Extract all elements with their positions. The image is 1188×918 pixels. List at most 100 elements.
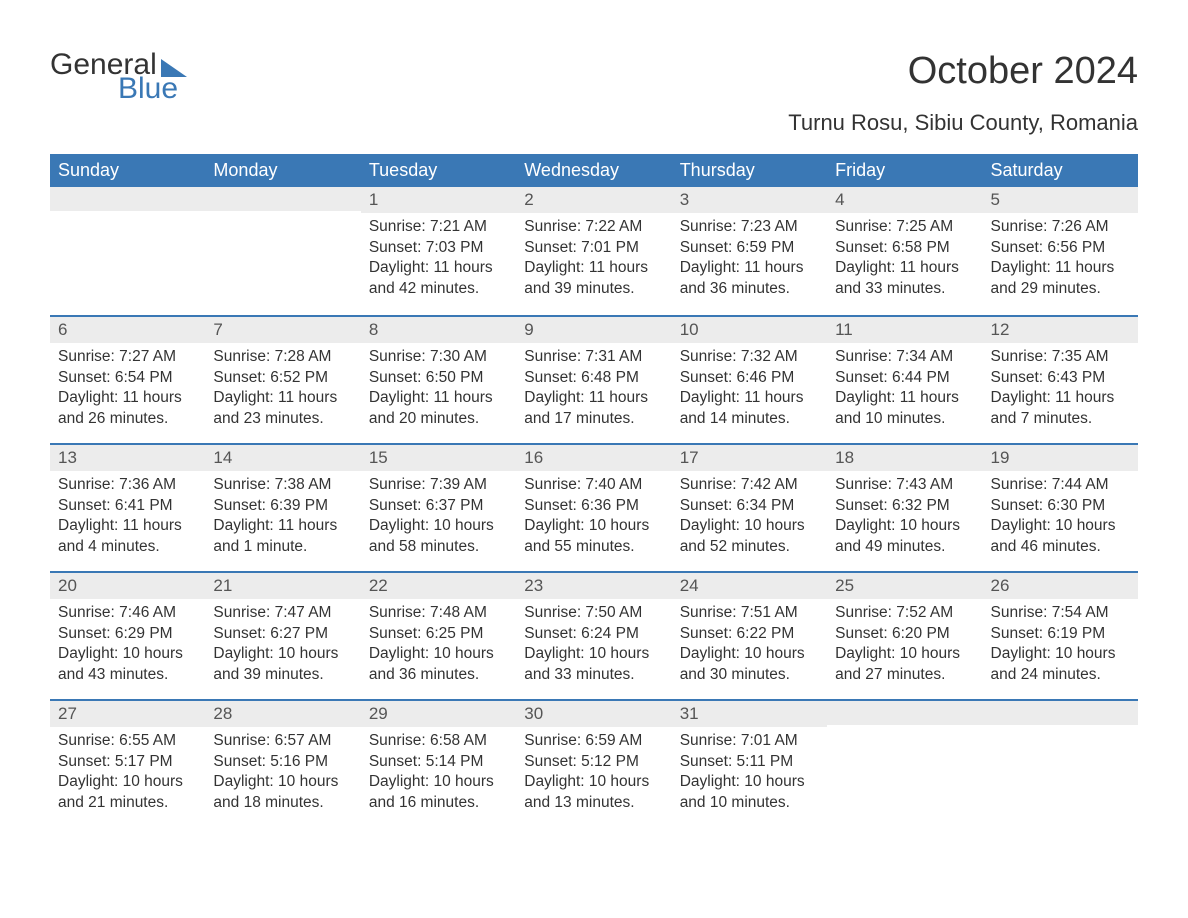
daylight-line2: and 10 minutes.	[835, 409, 974, 429]
day-cell: 8Sunrise: 7:30 AMSunset: 6:50 PMDaylight…	[361, 317, 516, 443]
daylight-line1: Daylight: 10 hours	[369, 644, 508, 664]
sunset-text: Sunset: 6:37 PM	[369, 496, 508, 516]
day-cell: 4Sunrise: 7:25 AMSunset: 6:58 PMDaylight…	[827, 187, 982, 315]
sunset-text: Sunset: 6:59 PM	[680, 238, 819, 258]
daylight-line1: Daylight: 11 hours	[58, 516, 197, 536]
day-number: 19	[983, 445, 1138, 471]
day-body: Sunrise: 7:27 AMSunset: 6:54 PMDaylight:…	[50, 347, 205, 429]
sunset-text: Sunset: 7:01 PM	[524, 238, 663, 258]
daylight-line2: and 17 minutes.	[524, 409, 663, 429]
daylight-line2: and 4 minutes.	[58, 537, 197, 557]
sunrise-text: Sunrise: 7:01 AM	[680, 731, 819, 751]
day-cell	[983, 701, 1138, 827]
day-body: Sunrise: 7:42 AMSunset: 6:34 PMDaylight:…	[672, 475, 827, 557]
daylight-line2: and 29 minutes.	[991, 279, 1130, 299]
sunset-text: Sunset: 6:25 PM	[369, 624, 508, 644]
dow-saturday: Saturday	[983, 154, 1138, 187]
sunrise-text: Sunrise: 7:38 AM	[213, 475, 352, 495]
day-cell: 21Sunrise: 7:47 AMSunset: 6:27 PMDayligh…	[205, 573, 360, 699]
dow-tuesday: Tuesday	[361, 154, 516, 187]
sunset-text: Sunset: 6:30 PM	[991, 496, 1130, 516]
daylight-line1: Daylight: 10 hours	[680, 644, 819, 664]
daylight-line2: and 24 minutes.	[991, 665, 1130, 685]
sunset-text: Sunset: 6:58 PM	[835, 238, 974, 258]
dow-thursday: Thursday	[672, 154, 827, 187]
daylight-line1: Daylight: 10 hours	[524, 644, 663, 664]
day-body: Sunrise: 7:54 AMSunset: 6:19 PMDaylight:…	[983, 603, 1138, 685]
week-row: 27Sunrise: 6:55 AMSunset: 5:17 PMDayligh…	[50, 699, 1138, 827]
day-cell: 7Sunrise: 7:28 AMSunset: 6:52 PMDaylight…	[205, 317, 360, 443]
daylight-line2: and 20 minutes.	[369, 409, 508, 429]
daylight-line1: Daylight: 10 hours	[524, 516, 663, 536]
day-body: Sunrise: 7:26 AMSunset: 6:56 PMDaylight:…	[983, 217, 1138, 299]
sunset-text: Sunset: 5:14 PM	[369, 752, 508, 772]
dow-sunday: Sunday	[50, 154, 205, 187]
sunrise-text: Sunrise: 7:42 AM	[680, 475, 819, 495]
sunrise-text: Sunrise: 6:59 AM	[524, 731, 663, 751]
daylight-line1: Daylight: 10 hours	[213, 772, 352, 792]
day-cell: 2Sunrise: 7:22 AMSunset: 7:01 PMDaylight…	[516, 187, 671, 315]
day-cell: 10Sunrise: 7:32 AMSunset: 6:46 PMDayligh…	[672, 317, 827, 443]
sunrise-text: Sunrise: 7:28 AM	[213, 347, 352, 367]
sunset-text: Sunset: 6:43 PM	[991, 368, 1130, 388]
day-body: Sunrise: 7:39 AMSunset: 6:37 PMDaylight:…	[361, 475, 516, 557]
daylight-line1: Daylight: 11 hours	[991, 388, 1130, 408]
day-cell: 22Sunrise: 7:48 AMSunset: 6:25 PMDayligh…	[361, 573, 516, 699]
daylight-line2: and 7 minutes.	[991, 409, 1130, 429]
day-number: 6	[50, 317, 205, 343]
sunrise-text: Sunrise: 7:51 AM	[680, 603, 819, 623]
page-title: October 2024	[908, 50, 1138, 93]
day-number: 31	[672, 701, 827, 727]
day-cell: 9 Sunrise: 7:31 AMSunset: 6:48 PMDaylight…	[516, 317, 671, 443]
daylight-line1: Daylight: 10 hours	[991, 644, 1130, 664]
day-body: Sunrise: 7:31 AMSunset: 6:48 PMDaylight:…	[516, 347, 671, 429]
day-cell: 14Sunrise: 7:38 AMSunset: 6:39 PMDayligh…	[205, 445, 360, 571]
daylight-line1: Daylight: 11 hours	[680, 258, 819, 278]
brand-word2: Blue	[118, 74, 178, 104]
sunrise-text: Sunrise: 7:35 AM	[991, 347, 1130, 367]
daylight-line2: and 33 minutes.	[835, 279, 974, 299]
day-number: 9	[516, 317, 671, 343]
sunrise-text: Sunrise: 7:27 AM	[58, 347, 197, 367]
day-number: 25	[827, 573, 982, 599]
daylight-line1: Daylight: 10 hours	[524, 772, 663, 792]
day-cell: 3Sunrise: 7:23 AMSunset: 6:59 PMDaylight…	[672, 187, 827, 315]
day-body: Sunrise: 7:22 AMSunset: 7:01 PMDaylight:…	[516, 217, 671, 299]
sunrise-text: Sunrise: 6:57 AM	[213, 731, 352, 751]
sunrise-text: Sunrise: 7:21 AM	[369, 217, 508, 237]
week-row: 1Sunrise: 7:21 AMSunset: 7:03 PMDaylight…	[50, 187, 1138, 315]
daylight-line2: and 46 minutes.	[991, 537, 1130, 557]
day-body: Sunrise: 7:46 AMSunset: 6:29 PMDaylight:…	[50, 603, 205, 685]
day-cell: 20Sunrise: 7:46 AMSunset: 6:29 PMDayligh…	[50, 573, 205, 699]
day-number: 23	[516, 573, 671, 599]
day-number	[827, 701, 982, 725]
sunrise-text: Sunrise: 7:43 AM	[835, 475, 974, 495]
day-body: Sunrise: 7:44 AMSunset: 6:30 PMDaylight:…	[983, 475, 1138, 557]
day-number: 5	[983, 187, 1138, 213]
day-cell: 24Sunrise: 7:51 AMSunset: 6:22 PMDayligh…	[672, 573, 827, 699]
sunset-text: Sunset: 6:52 PM	[213, 368, 352, 388]
day-cell	[827, 701, 982, 827]
day-cell: 31Sunrise: 7:01 AMSunset: 5:11 PMDayligh…	[672, 701, 827, 827]
day-cell: 23Sunrise: 7:50 AMSunset: 6:24 PMDayligh…	[516, 573, 671, 699]
day-body: Sunrise: 7:40 AMSunset: 6:36 PMDaylight:…	[516, 475, 671, 557]
dow-wednesday: Wednesday	[516, 154, 671, 187]
day-number: 18	[827, 445, 982, 471]
daylight-line2: and 23 minutes.	[213, 409, 352, 429]
sunset-text: Sunset: 6:54 PM	[58, 368, 197, 388]
day-number: 17	[672, 445, 827, 471]
sunset-text: Sunset: 6:41 PM	[58, 496, 197, 516]
sunset-text: Sunset: 6:36 PM	[524, 496, 663, 516]
day-number: 7	[205, 317, 360, 343]
day-cell	[50, 187, 205, 315]
daylight-line2: and 16 minutes.	[369, 793, 508, 813]
day-number: 24	[672, 573, 827, 599]
week-row: 6Sunrise: 7:27 AMSunset: 6:54 PMDaylight…	[50, 315, 1138, 443]
day-cell: 29Sunrise: 6:58 AMSunset: 5:14 PMDayligh…	[361, 701, 516, 827]
day-body: Sunrise: 7:25 AMSunset: 6:58 PMDaylight:…	[827, 217, 982, 299]
day-body: Sunrise: 7:36 AMSunset: 6:41 PMDaylight:…	[50, 475, 205, 557]
sunrise-text: Sunrise: 7:39 AM	[369, 475, 508, 495]
day-number: 11	[827, 317, 982, 343]
daylight-line1: Daylight: 10 hours	[835, 516, 974, 536]
daylight-line2: and 26 minutes.	[58, 409, 197, 429]
